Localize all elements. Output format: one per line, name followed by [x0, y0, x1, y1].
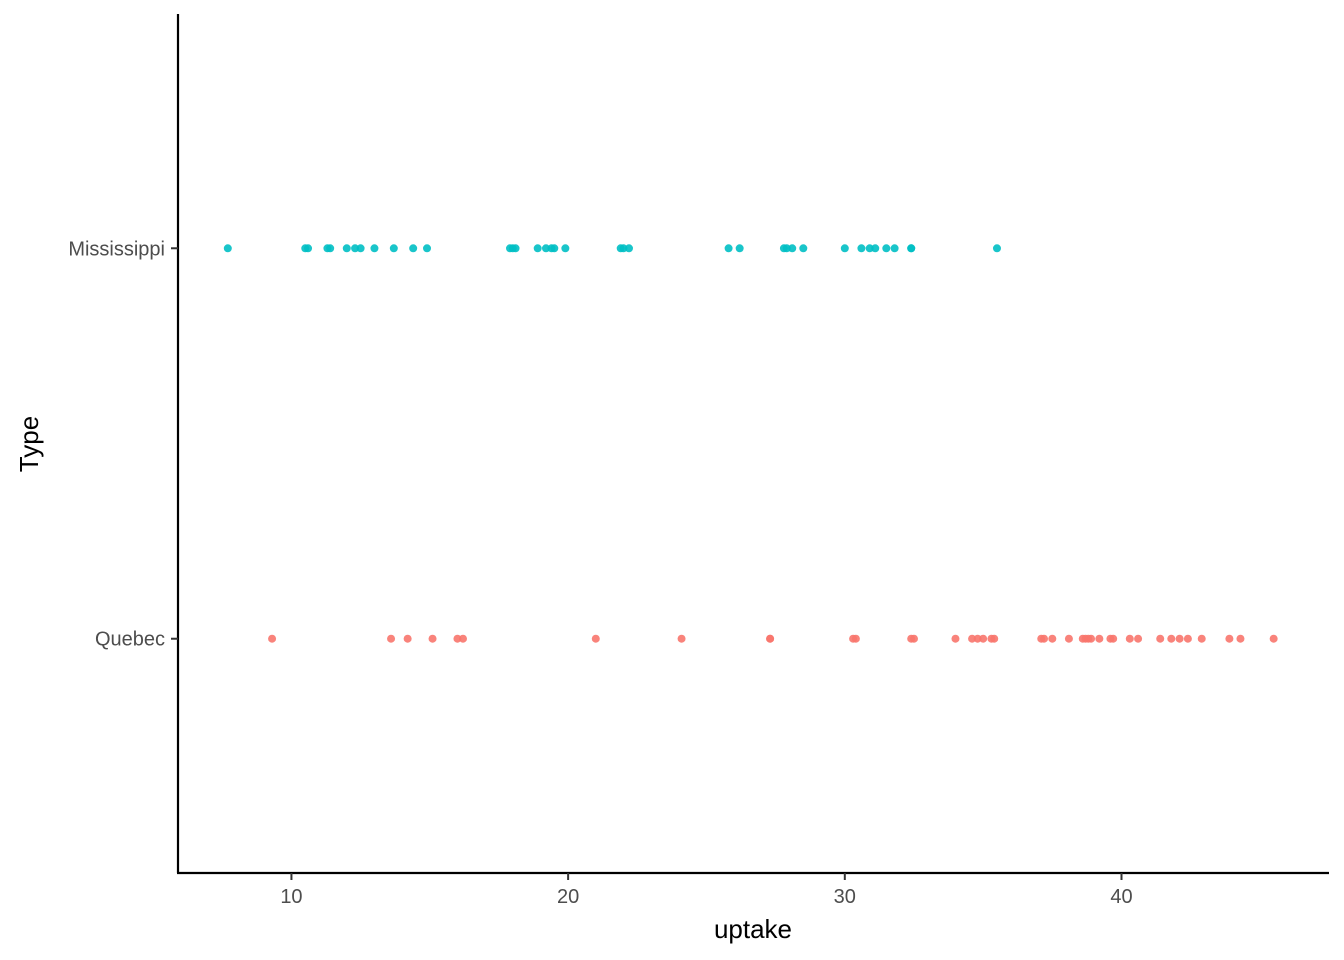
data-point-mississippi [561, 244, 570, 253]
data-point-quebec [1175, 634, 1184, 643]
data-point-quebec [951, 634, 960, 643]
x-axis-title: uptake [714, 914, 792, 944]
data-point-mississippi [304, 244, 313, 253]
data-point-mississippi [871, 244, 880, 253]
data-point-mississippi [356, 244, 365, 253]
data-points [223, 244, 1278, 643]
data-point-mississippi [992, 244, 1001, 253]
data-point-mississippi [342, 244, 351, 253]
data-point-quebec [1197, 634, 1206, 643]
data-point-quebec [979, 634, 988, 643]
y-tick-label: Mississippi [68, 238, 165, 260]
data-point-quebec [909, 634, 918, 643]
data-point-quebec [1236, 634, 1245, 643]
data-point-mississippi [724, 244, 733, 253]
data-point-quebec [677, 634, 686, 643]
data-point-quebec [1087, 634, 1096, 643]
data-point-mississippi [533, 244, 542, 253]
data-point-quebec [1064, 634, 1073, 643]
y-axis-title: Type [14, 416, 44, 472]
data-point-mississippi [389, 244, 398, 253]
data-point-quebec [1134, 634, 1143, 643]
data-point-mississippi [550, 244, 559, 253]
y-axis-ticks: Quebec Mississippi [68, 238, 178, 651]
data-point-mississippi [865, 244, 874, 253]
data-point-mississippi [541, 244, 550, 253]
data-point-quebec [458, 634, 467, 643]
data-point-mississippi [882, 244, 891, 253]
data-point-quebec [1156, 634, 1165, 643]
data-point-quebec [428, 634, 437, 643]
data-point-quebec [453, 634, 462, 643]
data-point-mississippi [735, 244, 744, 253]
data-point-quebec [1048, 634, 1057, 643]
data-point-mississippi [619, 244, 628, 253]
data-point-mississippi [788, 244, 797, 253]
data-point-mississippi [511, 244, 520, 253]
data-point-quebec [1183, 634, 1192, 643]
x-tick-label: 20 [557, 886, 579, 908]
data-point-quebec [1109, 634, 1118, 643]
data-point-mississippi [223, 244, 232, 253]
data-point-quebec [1225, 634, 1234, 643]
data-point-mississippi [907, 244, 916, 253]
data-point-quebec [1040, 634, 1049, 643]
data-point-quebec [268, 634, 277, 643]
data-point-quebec [851, 634, 860, 643]
data-point-mississippi [857, 244, 866, 253]
data-point-mississippi [409, 244, 418, 253]
data-point-mississippi [890, 244, 899, 253]
data-point-quebec [1269, 634, 1278, 643]
x-tick-label: 30 [834, 886, 856, 908]
data-point-quebec [591, 634, 600, 643]
data-point-mississippi [840, 244, 849, 253]
data-point-mississippi [624, 244, 633, 253]
data-point-mississippi [782, 244, 791, 253]
y-tick-label: Quebec [95, 629, 165, 651]
data-point-quebec [766, 634, 775, 643]
data-point-mississippi [326, 244, 335, 253]
data-point-quebec [973, 634, 982, 643]
data-point-quebec [1095, 634, 1104, 643]
data-point-mississippi [351, 244, 360, 253]
x-tick-label: 40 [1110, 886, 1132, 908]
data-point-quebec [387, 634, 396, 643]
data-point-mississippi [799, 244, 808, 253]
x-axis-ticks: 10 20 30 40 [280, 873, 1133, 908]
x-tick-label: 10 [280, 886, 302, 908]
data-point-quebec [968, 634, 977, 643]
data-point-quebec [403, 634, 412, 643]
data-point-quebec [1125, 634, 1134, 643]
data-point-quebec [1167, 634, 1176, 643]
data-point-mississippi [370, 244, 379, 253]
data-point-mississippi [423, 244, 432, 253]
data-point-quebec [990, 634, 999, 643]
